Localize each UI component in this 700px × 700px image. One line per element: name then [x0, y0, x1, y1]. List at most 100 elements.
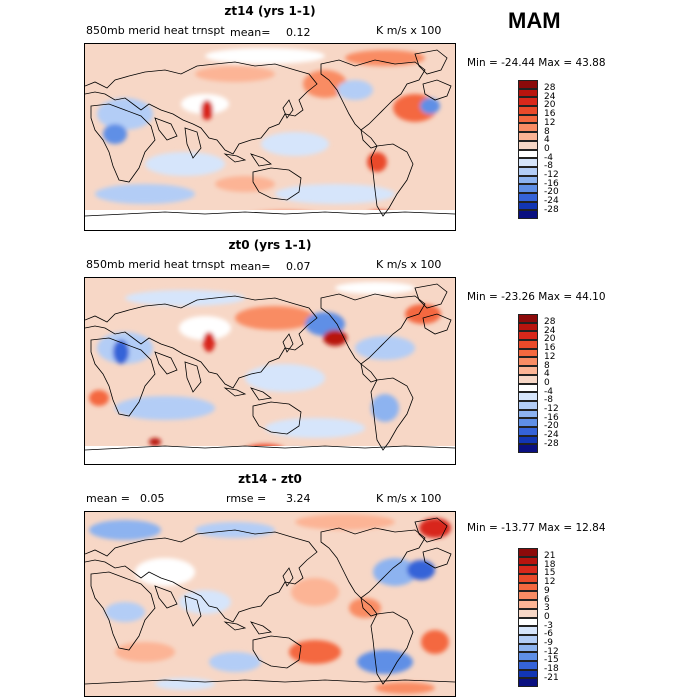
panel3-cbar-label: 9	[544, 585, 550, 596]
panel2-cbar-label: -16	[544, 412, 559, 423]
panel3-cbar-label: -15	[544, 655, 559, 666]
panel2-cbar-box	[518, 357, 538, 367]
panel3-cbar-label: 18	[544, 559, 556, 570]
panel2-cbar-label: -12	[544, 404, 559, 414]
panel1-mean-value: 0.12	[286, 26, 311, 39]
panel2-mean-label: mean=	[230, 260, 271, 273]
panel1-minmax: Min = -24.44 Max = 43.88	[467, 57, 606, 69]
panel3-cbar-label: -9	[544, 638, 553, 648]
panel2-cbar-box	[518, 426, 538, 436]
panel1-cbar-label: 12	[544, 117, 556, 128]
panel3-cbar-box	[518, 660, 538, 670]
panel3-title: zt14 - zt0	[238, 472, 302, 486]
panel3-cbar-box	[518, 548, 538, 557]
panel1-cbar-label: -16	[544, 178, 559, 189]
panel3-rmse-value: 3.24	[286, 492, 311, 505]
panel2-colorbar	[518, 314, 538, 453]
panel3-cbar-box	[518, 678, 538, 687]
panel1-cbar-label: -28	[544, 204, 559, 215]
panel2-cbar-box	[518, 418, 538, 427]
panel1-cbar-box	[518, 106, 538, 115]
panel1-cbar-box	[518, 184, 538, 193]
panel2-cbar-box	[518, 392, 538, 401]
panel2-cbar-box	[518, 322, 538, 332]
panel1-cbar-box	[518, 175, 538, 185]
panel2-map	[84, 277, 456, 465]
panel3-field	[89, 514, 451, 694]
panel2-cbar-label: 24	[544, 325, 556, 336]
panel2-cbar-label: 12	[544, 351, 556, 362]
panel1-mean-label: mean=	[230, 26, 271, 39]
panel2-cbar-label: -20	[544, 421, 559, 432]
panel2-cbar-label: 8	[544, 360, 550, 371]
panel3-cbar-box	[518, 626, 538, 635]
panel1-cbar-label: 28	[544, 83, 556, 93]
panel3-cbar-box	[518, 643, 538, 653]
panel2-subtitle: 850mb merid heat trnspt	[86, 258, 225, 271]
panel3-rmse-label: rmse =	[226, 492, 267, 505]
panel1-colorbar	[518, 80, 538, 219]
panel2-cbar-box	[518, 409, 538, 419]
panel3-cbar-label: -12	[544, 646, 559, 657]
panel3-cbar-label: -6	[544, 629, 553, 640]
panel3-cbar-box	[518, 582, 538, 592]
panel2-units: K m/s x 100	[376, 258, 442, 271]
panel1-cbar-box	[518, 149, 538, 159]
panel3-minmax: Min = -13.77 Max = 12.84	[467, 522, 606, 534]
panel1-cbar-label: 4	[544, 135, 550, 146]
panel3-mean-label: mean =	[86, 492, 130, 505]
panel3-cbar-box	[518, 574, 538, 583]
panel2-cbar-label: 0	[544, 377, 550, 388]
panel1-cbar-label: -4	[544, 152, 553, 163]
panel2-cbar-box	[518, 331, 538, 341]
panel2-cbar-label: -24	[544, 430, 559, 441]
panel3-cbar-label: 15	[544, 568, 556, 579]
panel3-cbar-label: 12	[544, 577, 556, 588]
panel2-cbar-box	[518, 444, 538, 453]
panel1-cbar-box	[518, 114, 538, 124]
panel2-cbar-label: 16	[544, 343, 556, 354]
panel1-cbar-box	[518, 80, 538, 89]
panel3-cbar-label: -3	[544, 620, 553, 631]
season-label: MAM	[508, 8, 561, 33]
panel2-cbar-label: 20	[544, 334, 556, 345]
panel1-cbar-label: -20	[544, 187, 559, 198]
panel1-cbar-label: 24	[544, 91, 556, 102]
panel3-map	[84, 511, 456, 697]
panel2-cbar-label: -28	[544, 438, 559, 449]
panel1-cbar-box	[518, 192, 538, 202]
panel3-mean-value: 0.05	[140, 492, 165, 505]
panel1-cbar-box	[518, 140, 538, 150]
panel2-cbar-box	[518, 383, 538, 393]
panel2-cbar-box	[518, 435, 538, 445]
panel1-cbar-label: -8	[544, 161, 553, 172]
panel1-cbar-box	[518, 123, 538, 133]
panel3-cbar-label: 6	[544, 594, 550, 605]
panel1-cbar-box	[518, 97, 538, 107]
panel1-title: zt14 (yrs 1-1)	[224, 4, 316, 18]
panel3-cbar-label: -21	[544, 672, 559, 683]
panel1-cbar-label: 20	[544, 100, 556, 111]
panel1-cbar-label: 0	[544, 143, 550, 154]
panel1-cbar-label: 8	[544, 126, 550, 137]
panel1-cbar-box	[518, 158, 538, 167]
panel1-cbar-box	[518, 166, 538, 176]
panel3-cbar-box	[518, 600, 538, 609]
panel2-minmax: Min = -23.26 Max = 44.10	[467, 291, 606, 303]
panel2-cbar-box	[518, 348, 538, 358]
panel2-cbar-box	[518, 366, 538, 375]
panel2-cbar-box	[518, 374, 538, 384]
panel2-field	[89, 282, 441, 459]
panel2-cbar-label: 28	[544, 317, 556, 327]
panel1-map	[84, 43, 456, 231]
panel3-cbar-label: 21	[544, 551, 556, 561]
panel3-cbar-box	[518, 608, 538, 618]
panel2-cbar-label: 4	[544, 369, 550, 380]
panel1-cbar-box	[518, 210, 538, 219]
panel2-title: zt0 (yrs 1-1)	[228, 238, 312, 252]
panel3-cbar-box	[518, 652, 538, 661]
panel1-field	[95, 48, 440, 229]
panel3-cbar-label: 0	[544, 611, 550, 622]
panel2-cbar-label: -8	[544, 395, 553, 406]
panel3-cbar-box	[518, 669, 538, 679]
